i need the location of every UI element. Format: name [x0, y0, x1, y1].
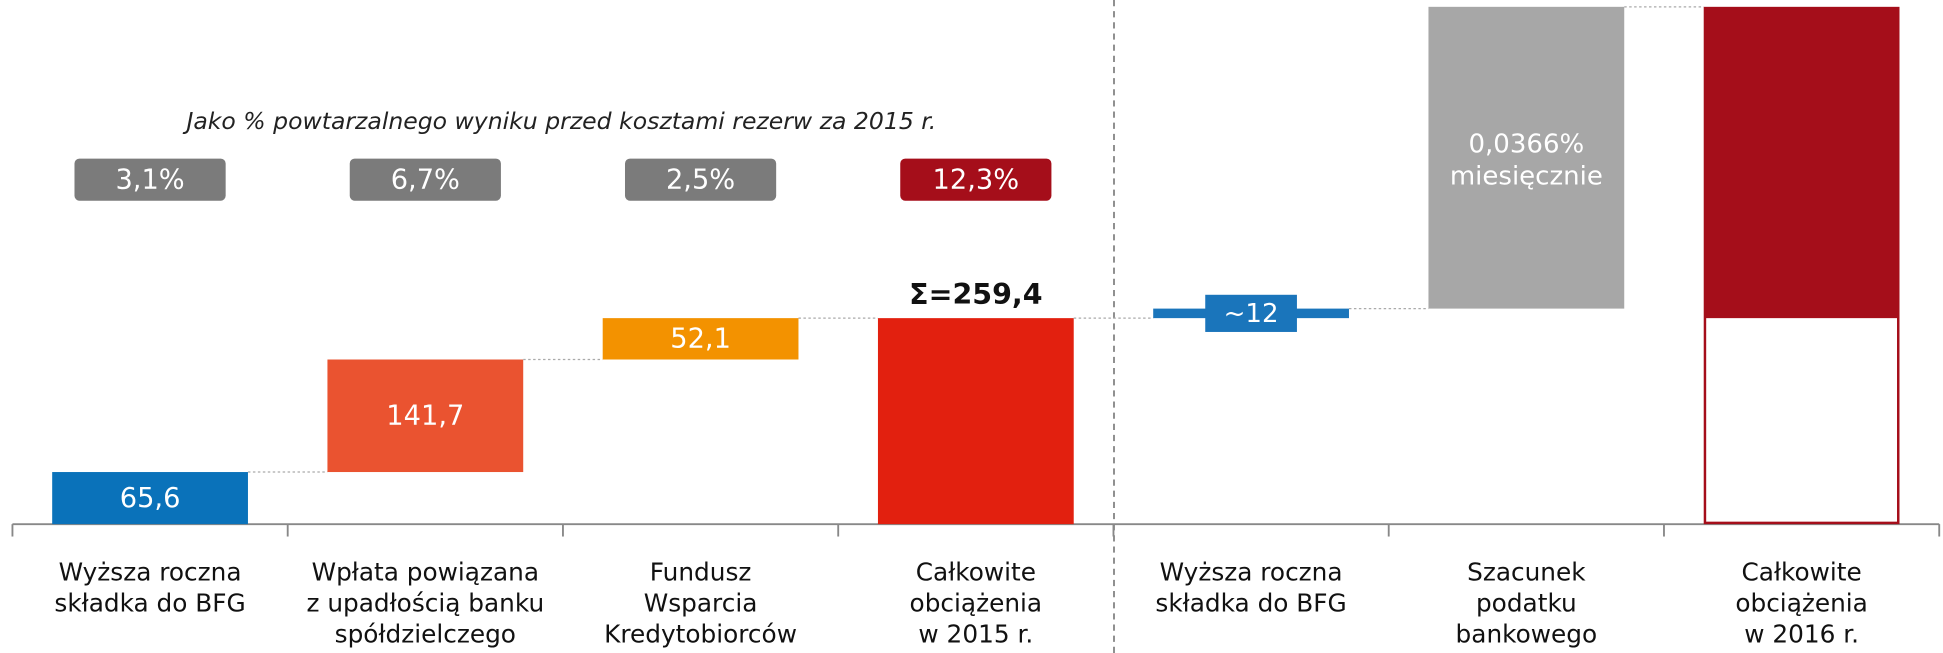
- share-box: [349, 158, 501, 201]
- x-tick-label-line: Wyższa roczna: [59, 558, 242, 587]
- annotation: 0,0366%: [1468, 129, 1584, 159]
- x-tick-label-line: Fundusz: [650, 558, 752, 587]
- bar: [877, 318, 1074, 525]
- share-box: [624, 158, 777, 201]
- x-tick-label-line: obciążenia: [1735, 589, 1868, 618]
- share-box: [74, 158, 226, 201]
- x-tick-label-line: Całkowite: [1741, 558, 1861, 587]
- x-tick-label-line: w 2015 r.: [918, 620, 1033, 649]
- bar-inner: [1706, 318, 1898, 522]
- value-label: 141,7: [386, 401, 464, 432]
- x-tick-label-line: podatku: [1476, 589, 1577, 618]
- x-tick-label-line: Całkowite: [916, 558, 1036, 587]
- share-box: [900, 158, 1052, 201]
- x-tick-label: Wpłata powiązana z upadłością banku spółdz…: [306, 558, 544, 649]
- x-tick-label-line: w 2016 r.: [1744, 620, 1859, 649]
- value-label: 52,1: [670, 324, 731, 355]
- bar: [52, 472, 248, 525]
- x-tick-label-line: spółdzielczego: [335, 620, 516, 649]
- x-tick-label-line: Wpłata powiązana: [312, 558, 539, 587]
- bar: [1428, 6, 1625, 309]
- bar: [602, 318, 799, 360]
- x-tick-label-line: Wsparcia: [644, 589, 758, 618]
- x-tick-label-line: składka do BFG: [1155, 589, 1346, 618]
- share-label: 6,7%: [391, 164, 460, 195]
- x-tick-label-line: obciążenia: [910, 589, 1043, 618]
- x-tick-label-line: składka do BFG: [54, 589, 245, 618]
- x-tick-label: Szacunek podatku bankowego: [1456, 558, 1598, 649]
- x-tick-label: Całkowite obciążenia w 2015 r.: [910, 558, 1043, 649]
- subtitle: Jako % powtarzalnego wyniku przed koszta…: [182, 107, 936, 135]
- x-tick-label: Fundusz Wsparcia Kredytobiorców: [604, 558, 797, 649]
- x-tick-label: Wyższa roczna składka do BFG: [1155, 558, 1346, 618]
- share-label: 3,1%: [115, 164, 184, 195]
- x-tick-label-line: Szacunek: [1467, 558, 1586, 587]
- x-tick-label-line: bankowego: [1456, 620, 1598, 649]
- x-tick-label-line: z upadłością banku: [306, 589, 544, 618]
- share-label: 12,3%: [933, 164, 1020, 195]
- x-tick-label: Wyższa roczna składka do BFG: [54, 558, 245, 618]
- value-label-box: [1205, 294, 1297, 332]
- x-tick-label-line: Kredytobiorców: [604, 620, 797, 649]
- value-label: 65,6: [120, 483, 181, 514]
- value-label: ~12: [1224, 299, 1279, 329]
- x-tick-label-line: Wyższa roczna: [1160, 558, 1343, 587]
- bar: [327, 359, 524, 473]
- value-label: Σ=259,4: [909, 278, 1042, 311]
- annotation: miesięcznie: [1450, 162, 1603, 192]
- x-tick-label: Całkowite obciążenia w 2016 r.: [1735, 558, 1868, 649]
- share-label: 2,5%: [666, 164, 735, 195]
